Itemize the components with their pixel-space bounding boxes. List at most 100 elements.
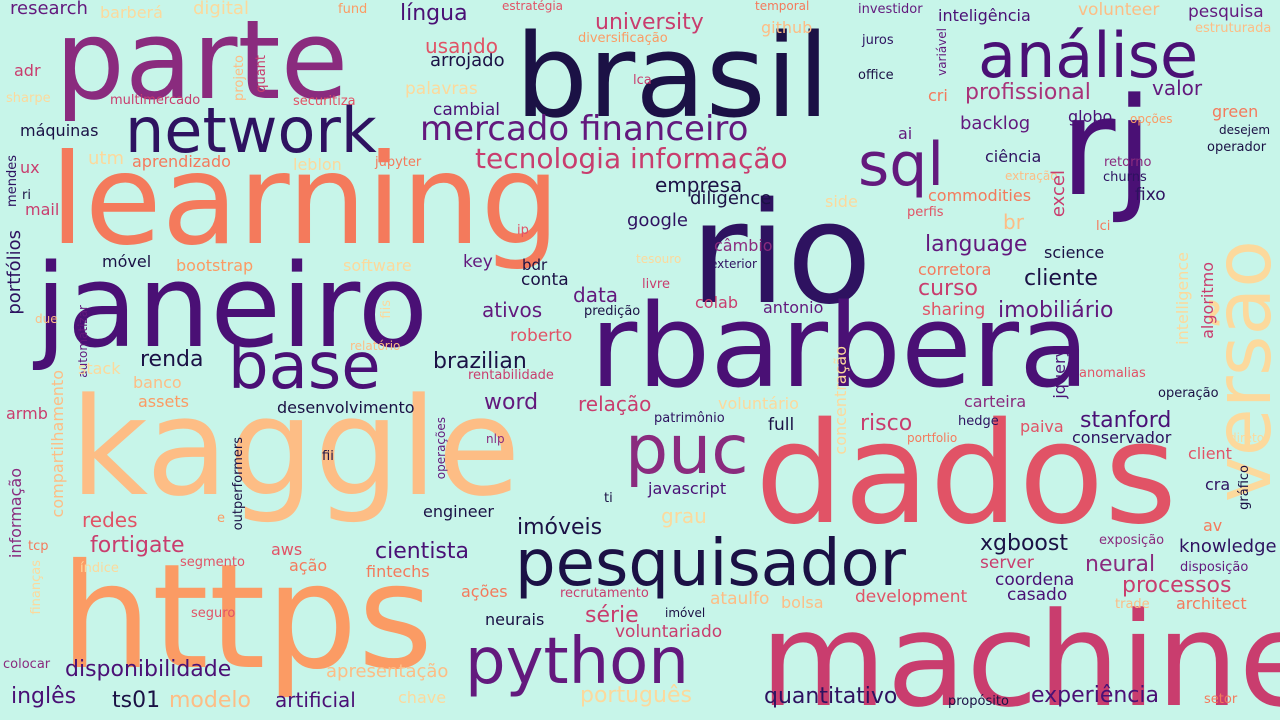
word-173: ações	[461, 582, 508, 601]
word-148: cra	[1205, 475, 1231, 494]
word-122: assets	[138, 392, 189, 411]
word-178: casado	[1007, 585, 1068, 605]
word-22: barberá	[100, 3, 163, 22]
word-128: patrimônio	[654, 411, 725, 426]
word-130: jquery	[1050, 348, 1069, 399]
word-66: empresa	[655, 173, 743, 197]
word-168: ação	[289, 556, 328, 575]
word-84: portfólios	[4, 230, 25, 315]
word-152: e	[217, 511, 225, 526]
word-82: ip	[517, 223, 529, 238]
word-105: ativos	[482, 298, 543, 322]
word-170: server	[980, 553, 1034, 573]
word-163: segmento	[180, 555, 245, 570]
word-182: imóvel	[665, 606, 706, 620]
word-150: engineer	[423, 502, 494, 521]
word-31: estruturada	[1195, 21, 1272, 36]
word-33: university	[595, 10, 704, 35]
word-157: fortigate	[90, 533, 185, 558]
word-34: juros	[862, 33, 894, 48]
word-50: projeto	[232, 55, 247, 101]
word-35: variável	[935, 28, 949, 76]
word-159: xgboost	[980, 531, 1068, 556]
word-5: janeiro	[35, 240, 429, 374]
word-93: language	[925, 232, 1028, 257]
word-198: setor	[1204, 692, 1238, 707]
word-53: cri	[928, 86, 948, 105]
word-188: apresentação	[326, 661, 449, 682]
word-126: voluntário	[718, 394, 799, 413]
word-141: operações	[434, 417, 448, 480]
word-51: quant	[254, 55, 269, 93]
word-183: série	[585, 603, 639, 628]
word-167: finanças	[29, 560, 44, 615]
word-24: fund	[338, 2, 368, 17]
word-87: software	[343, 256, 412, 275]
word-55: backlog	[960, 113, 1031, 134]
word-61: ux	[20, 158, 40, 177]
word-132: risco	[860, 411, 913, 436]
word-81: br	[1003, 210, 1024, 234]
word-12: python	[465, 625, 689, 699]
word-160: exposição	[1099, 533, 1165, 548]
word-112: relatório	[350, 339, 401, 353]
word-166: disposição	[1180, 560, 1249, 575]
word-192: artificial	[275, 688, 356, 712]
word-190: inglês	[11, 684, 77, 709]
word-113: roberto	[510, 326, 573, 346]
word-110: intelligence	[1173, 252, 1192, 345]
word-161: knowledge	[1179, 536, 1277, 557]
word-39: adr	[14, 61, 41, 80]
word-80: excel	[1048, 170, 1069, 218]
word-10: machine	[760, 584, 1280, 720]
word-14: network	[125, 94, 377, 167]
word-54: green	[1212, 102, 1259, 121]
word-145: javascript	[648, 479, 727, 498]
word-18: análise	[978, 19, 1199, 92]
word-187: disponibilidade	[65, 657, 232, 682]
word-98: cliente	[1024, 266, 1098, 291]
word-19: mercado financeiro	[420, 109, 749, 149]
word-177: development	[855, 587, 968, 607]
word-146: informação	[6, 468, 25, 559]
word-151: grau	[661, 504, 707, 528]
word-11: pesquisador	[515, 527, 906, 601]
word-189: modelo	[169, 688, 251, 713]
word-149: ti	[604, 491, 613, 506]
word-127: carteira	[964, 392, 1027, 411]
word-79: google	[627, 210, 688, 231]
word-60: operador	[1207, 140, 1267, 155]
word-27: investidor	[858, 2, 923, 17]
word-175: ataulfo	[710, 589, 770, 609]
word-109: imobiliário	[998, 298, 1114, 323]
word-101: due	[35, 312, 58, 326]
word-90: câmbio	[714, 236, 773, 255]
word-108: sharing	[922, 300, 986, 320]
word-41: sharpe	[6, 91, 51, 106]
word-171: coordena	[995, 570, 1075, 590]
word-186: colocar	[3, 657, 51, 672]
word-121: armb	[6, 404, 48, 423]
word-64: leblon	[293, 155, 342, 174]
word-20: tecnologia informação	[475, 142, 788, 175]
word-8: dados	[755, 393, 1178, 556]
word-70: mendes	[5, 155, 20, 207]
word-118: banco	[133, 373, 182, 392]
word-106: colab	[695, 293, 738, 312]
word-117: rentabilidade	[468, 368, 554, 383]
word-7: kaggle	[70, 369, 521, 526]
word-38: diversificação	[578, 31, 668, 46]
word-56: globo	[1068, 107, 1113, 126]
word-196: propósito	[948, 694, 1009, 709]
word-44: palavras	[405, 79, 478, 99]
word-68: retorno	[1104, 155, 1152, 170]
word-184: neurais	[485, 610, 545, 629]
word-91: tesouro	[636, 252, 682, 266]
word-77: perfis	[907, 205, 944, 220]
word-99: curso	[918, 276, 979, 301]
word-164: aws	[271, 540, 303, 559]
word-78: fixo	[1135, 185, 1166, 205]
word-48: valor	[1152, 76, 1203, 100]
word-107: antonio	[763, 298, 824, 317]
word-103: predição	[584, 304, 641, 319]
